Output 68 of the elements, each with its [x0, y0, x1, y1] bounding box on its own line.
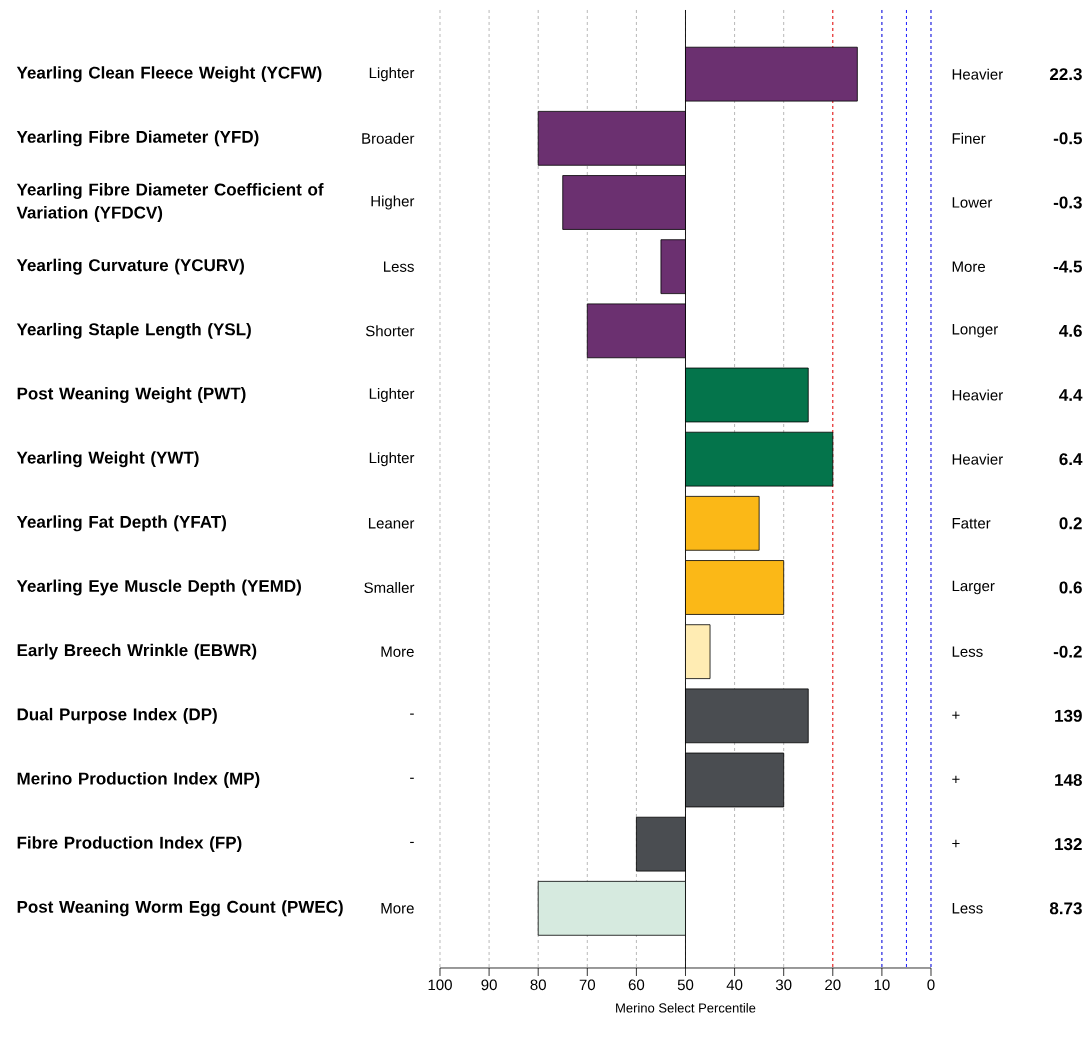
text: Lighter: [369, 388, 415, 402]
text: -4.5: [1053, 260, 1082, 273]
text: +: [952, 775, 960, 783]
y-tick-label: Post Weaning Worm Egg Count (PWEC): [17, 900, 343, 917]
text: Finer: [952, 132, 986, 144]
text: -: [410, 777, 414, 779]
text: Lower: [952, 197, 993, 208]
text: 132: [1055, 838, 1082, 851]
text: +: [952, 711, 960, 719]
y-tick-label: Yearling Staple Length (YSL): [16, 322, 251, 339]
x-tick-label: 20: [825, 979, 841, 991]
x-tick-label: 60: [628, 979, 645, 991]
x-axis-title: Merino Select Percentile: [616, 1003, 756, 1013]
text: Smaller: [364, 581, 415, 593]
text: 148: [1055, 773, 1082, 787]
x-tick-label: 50: [677, 979, 694, 991]
text: Heavier: [952, 389, 1003, 401]
y-tick-label: Early Breech Wrinkle (EBWR): [17, 643, 257, 660]
x-tick-label: 0: [927, 979, 935, 991]
text: +: [952, 839, 960, 848]
y-tick-label: Dual Purpose Index (DP): [17, 707, 217, 724]
text: 0.6: [1059, 581, 1082, 594]
x-tick-label: 100: [428, 979, 452, 991]
text: Leaner: [368, 518, 415, 529]
text: 8.73: [1049, 902, 1082, 915]
text: 4.4: [1059, 389, 1083, 401]
y-tick-label: Post Weaning Weight (PWT): [17, 387, 246, 403]
text: 22.3: [1049, 68, 1082, 81]
text: Higher: [371, 195, 415, 210]
x-tick-label: 40: [726, 979, 743, 991]
text: 0.2: [1059, 517, 1082, 530]
y-tick-label: Yearling Fibre Diameter Coefficient of Variation (YFDCV): [16, 183, 324, 222]
text: Heavier: [952, 453, 1003, 465]
y-tick-label: Yearling Curvature (YCURV): [16, 258, 244, 275]
text: -: [410, 841, 414, 844]
y-tick-label: Yearling Weight (YWT): [16, 451, 199, 468]
y-tick-label: Yearling Fibre Diameter (YFD): [16, 130, 259, 147]
text: -0.5: [1053, 132, 1082, 145]
text: More: [381, 903, 414, 914]
y-tick-label: Yearling Eye Muscle Depth (YEMD): [16, 579, 301, 596]
y-tick-label: Yearling Fat Depth (YFAT): [16, 515, 227, 532]
text: Longer: [952, 324, 998, 338]
text: Lighter: [369, 452, 415, 467]
y-tick-label: Merino Production Index (MP): [17, 772, 260, 788]
text: 4.6: [1059, 324, 1082, 337]
text: Heavier: [952, 68, 1003, 80]
text: -0.3: [1053, 196, 1082, 209]
text: Shorter: [365, 325, 415, 337]
text: -: [410, 713, 414, 715]
y-tick-label: Fibre Production Index (FP): [17, 836, 242, 853]
text: More: [381, 646, 414, 657]
x-tick-label: 80: [530, 979, 546, 991]
x-tick-label: 70: [579, 979, 596, 991]
text: 139: [1055, 709, 1082, 722]
text: Broader: [362, 132, 415, 144]
text: Less: [384, 261, 414, 272]
text: Fatter: [952, 518, 991, 529]
x-tick-label: 10: [874, 979, 890, 991]
y-tick-label: Yearling Clean Fleece Weight (YCFW): [16, 66, 322, 83]
text: 6.4: [1059, 453, 1083, 466]
text: Less: [952, 903, 983, 914]
x-tick-label: 90: [481, 979, 497, 991]
x-tick-label: 30: [775, 979, 792, 991]
text: Larger: [952, 580, 995, 595]
text: Lighter: [369, 67, 415, 82]
text: Less: [952, 646, 983, 657]
text: -0.2: [1053, 645, 1082, 658]
text: More: [952, 261, 986, 272]
